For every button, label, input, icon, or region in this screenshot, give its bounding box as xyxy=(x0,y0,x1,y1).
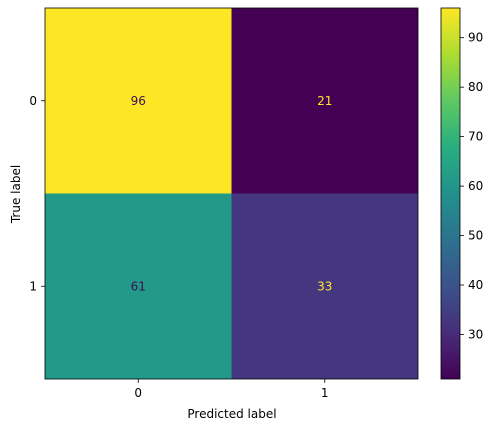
colorbar xyxy=(440,7,461,380)
matrix-cell-0-0 xyxy=(45,8,232,194)
matrix-cell-1-0 xyxy=(45,193,232,379)
x-tick-label-1: 1 xyxy=(321,386,329,400)
matrix-cell-0-1 xyxy=(231,8,418,194)
colorbar-tick-label-4: 70 xyxy=(468,130,483,144)
y-axis-ticks: 01 xyxy=(29,94,45,293)
matrix-cells xyxy=(45,8,418,379)
cell-labels: 96 21 61 33 xyxy=(131,94,333,294)
colorbar-tick-label-2: 50 xyxy=(468,229,483,243)
y-tick-label-0: 0 xyxy=(29,94,37,108)
y-axis-label: True label xyxy=(9,165,23,224)
plot-frame xyxy=(44,7,419,380)
x-axis-label: Predicted label xyxy=(187,407,276,421)
colorbar-tick-label-5: 80 xyxy=(468,80,483,94)
cell-value-0-0: 96 xyxy=(131,94,146,108)
colorbar-tick-label-0: 30 xyxy=(468,327,483,341)
cell-value-1-1: 33 xyxy=(317,279,332,293)
x-tick-label-0: 0 xyxy=(134,386,142,400)
colorbar-tick-label-3: 60 xyxy=(468,179,483,193)
colorbar-tick-label-1: 40 xyxy=(468,278,483,292)
colorbar-ticks: 30 40 50 60 70 80 90 xyxy=(460,31,483,341)
matrix-cell-1-1 xyxy=(231,193,418,379)
y-tick-label-1: 1 xyxy=(29,279,37,293)
cell-value-0-1: 21 xyxy=(317,94,332,108)
cell-value-1-0: 61 xyxy=(131,279,146,293)
colorbar-tick-label-6: 90 xyxy=(468,31,483,45)
